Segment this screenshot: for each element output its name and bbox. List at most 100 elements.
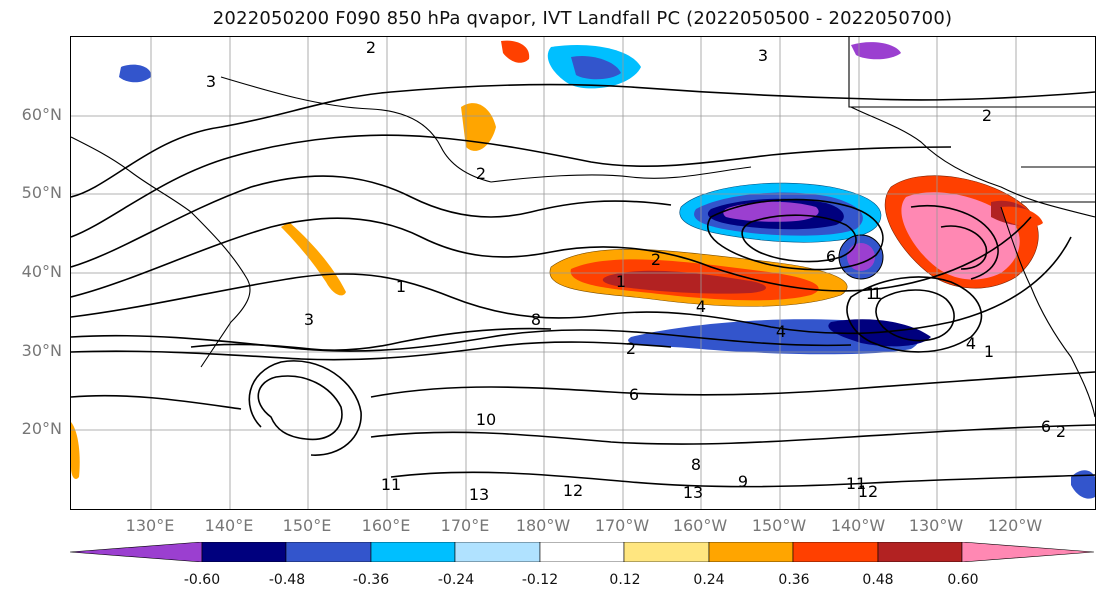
contour-label: 8 — [691, 455, 701, 474]
contour-label: 1 — [396, 277, 406, 296]
contour-label: 9 — [738, 472, 748, 491]
lon-label: 120°W — [987, 516, 1043, 535]
colorbar-tick-label: 0.24 — [693, 572, 725, 588]
lon-label: 180°W — [515, 516, 571, 535]
colorbar-tick-label: -0.12 — [521, 572, 559, 588]
contour-line — [370, 371, 1095, 398]
contour-line — [875, 289, 955, 342]
contour-line — [910, 204, 999, 280]
lon-label: 160°W — [672, 516, 728, 535]
colorbar-tick-label: -0.36 — [352, 572, 390, 588]
contour-line — [71, 394, 242, 410]
contour-label: 12 — [858, 482, 878, 501]
coastline — [1000, 206, 1095, 418]
lat-label: 50°N — [21, 183, 62, 202]
colorbar-tick-label: -0.24 — [437, 572, 475, 588]
coastline — [71, 136, 251, 368]
lon-label: 150°W — [751, 516, 807, 535]
lon-label: 140°E — [204, 516, 254, 535]
contour-line — [940, 225, 988, 270]
lat-label: 60°N — [21, 105, 62, 124]
colorbar-tick-label: 0.36 — [778, 572, 810, 588]
coastline — [490, 166, 752, 183]
positive-anomaly-region — [281, 222, 346, 296]
positive-anomaly-region — [1001, 206, 1043, 227]
contour-line — [71, 83, 1095, 198]
map-panel: 2 3 2 1 2 1 3 8 4 4 2 1 6 4 6 10 11 13 12 13 12 11 9 8 3 2 1 2 6 1 — [70, 36, 1096, 510]
contour-line — [71, 341, 672, 361]
lon-label: 130°W — [908, 516, 964, 535]
positive-anomaly-region — [901, 192, 1020, 280]
colorbar-segment — [70, 542, 203, 562]
contour-label: 1 — [866, 284, 876, 303]
lat-label: 20°N — [21, 419, 62, 438]
negative-anomaly-region — [119, 64, 152, 83]
colorbar-segment — [285, 542, 372, 562]
negative-anomaly-region — [571, 55, 621, 80]
positive-anomaly-region — [602, 270, 766, 294]
contour-line — [390, 471, 1095, 488]
colorbar-tick-label: 0.48 — [862, 572, 894, 588]
colorbar-segment — [370, 542, 456, 562]
contour-label: 11 — [381, 475, 401, 494]
colorbar-segment — [877, 542, 963, 562]
contour-line — [71, 134, 952, 238]
lon-label: 170°W — [594, 516, 650, 535]
contour-label: 8 — [531, 310, 541, 329]
colorbar-segment — [961, 542, 1094, 562]
contour-label: 3 — [304, 310, 314, 329]
colorbar-segment — [708, 542, 794, 562]
positive-anomaly-region — [71, 422, 80, 479]
contour-label: 3 — [206, 72, 216, 91]
contour-label: 1 — [872, 284, 882, 303]
map-title: 2022050200 F090 850 hPa qvapor, IVT Land… — [212, 8, 953, 29]
contour-label: 2 — [366, 38, 376, 57]
colorbar — [70, 542, 1094, 562]
lon-label: 150°E — [282, 516, 332, 535]
negative-anomaly-region — [851, 42, 901, 60]
contour-label: 4 — [696, 297, 706, 316]
colorbar-tick-label: 0.12 — [609, 572, 641, 588]
contour-label: 12 — [563, 481, 583, 500]
contour-label: 2 — [982, 106, 992, 125]
contour-label: 1 — [984, 342, 994, 361]
colorbar-segment — [454, 542, 541, 562]
contour-line — [71, 216, 1032, 298]
lon-label: 170°E — [440, 516, 490, 535]
coastline — [848, 37, 1095, 108]
colorbar-tick-label: -0.48 — [268, 572, 306, 588]
colorbar-segment — [201, 542, 287, 562]
contour-line — [846, 276, 983, 353]
colorbar-segment — [792, 542, 879, 562]
negative-anomaly-region — [847, 243, 875, 271]
contour-line — [370, 424, 1095, 445]
lon-label: 140°W — [830, 516, 886, 535]
contour-line — [190, 327, 552, 351]
negative-anomaly-region — [723, 201, 819, 222]
lon-label: 160°E — [361, 516, 411, 535]
contour-label: 2 — [1056, 422, 1066, 441]
contour-line — [248, 360, 362, 456]
coastline — [220, 76, 492, 183]
contour-label: 13 — [469, 485, 489, 504]
negative-anomaly-region — [1071, 470, 1095, 499]
contour-label: 10 — [476, 410, 496, 429]
lon-label: 130°E — [125, 516, 175, 535]
contour-line — [71, 175, 672, 268]
lat-label: 30°N — [21, 341, 62, 360]
contour-line — [71, 236, 1072, 335]
contour-label: 6 — [826, 247, 836, 266]
coastline — [850, 106, 1095, 218]
contour-label: 6 — [1041, 417, 1051, 436]
contour-line — [707, 198, 884, 271]
contour-label: 11 — [846, 474, 866, 493]
contour-label: 2 — [476, 164, 486, 183]
contour-line — [71, 329, 852, 352]
colorbar-tick-label: -0.60 — [183, 572, 221, 588]
positive-anomaly-region — [461, 103, 496, 151]
colorbar-segment — [623, 542, 710, 562]
contour-label: 2 — [626, 339, 636, 358]
positive-anomaly-region — [501, 40, 530, 63]
contour-label: 4 — [776, 322, 786, 341]
